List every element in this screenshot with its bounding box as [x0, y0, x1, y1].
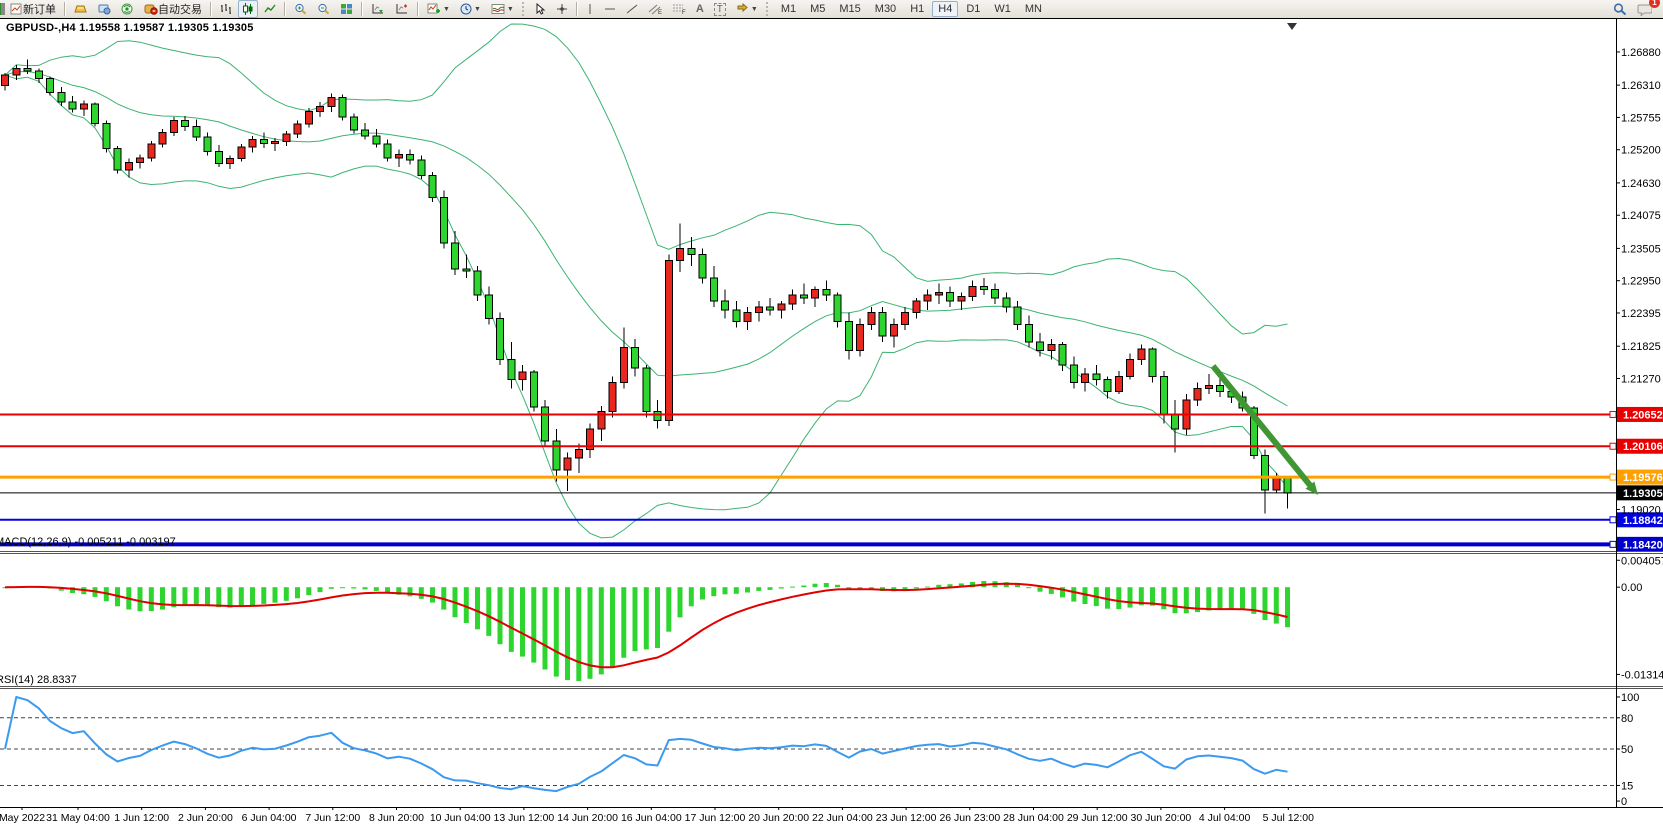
- price-chart-canvas[interactable]: 0.004057 0.00 -0.013143 100 80 50 15 0 1.20652 1.…: [0, 19, 1663, 826]
- market-data-icon[interactable]: [94, 0, 115, 18]
- trendline-icon[interactable]: [622, 0, 642, 18]
- svg-text:4 Jul 04:00: 4 Jul 04:00: [1199, 812, 1251, 824]
- chart-line-icon[interactable]: [260, 0, 280, 18]
- chart-candles-icon[interactable]: [238, 0, 258, 18]
- svg-text:50: 50: [1621, 744, 1633, 756]
- svg-text:1.22950: 1.22950: [1621, 276, 1661, 288]
- chevron-down-icon: ▼: [474, 6, 481, 13]
- autotrading-button[interactable]: 自动交易: [140, 0, 206, 18]
- svg-text:15: 15: [1621, 780, 1633, 792]
- timeframe-m1-button[interactable]: M1: [775, 1, 802, 17]
- chevron-down-icon: ▼: [751, 6, 758, 13]
- zoom-out-icon[interactable]: [313, 0, 334, 18]
- chevron-down-icon: ▼: [443, 6, 450, 13]
- notification-badge: 1: [1649, 0, 1660, 8]
- svg-text:1.19576: 1.19576: [1623, 472, 1663, 484]
- new-order-icon: [10, 3, 23, 15]
- timeframe-m5-button[interactable]: M5: [804, 1, 831, 17]
- zoom-in-icon[interactable]: [290, 0, 311, 18]
- chevron-down-icon: ▼: [507, 6, 514, 13]
- svg-text:14 Jun 20:00: 14 Jun 20:00: [557, 812, 618, 824]
- timeframe-m30-button[interactable]: M30: [869, 1, 902, 17]
- svg-text:5 Jul 12:00: 5 Jul 12:00: [1263, 812, 1315, 824]
- shapes-icon[interactable]: ▼: [732, 0, 762, 18]
- svg-text:F: F: [682, 10, 686, 15]
- svg-text:13 Jun 12:00: 13 Jun 12:00: [494, 812, 555, 824]
- text-label-icon[interactable]: T: [710, 0, 730, 18]
- templates-icon[interactable]: ▼: [487, 0, 518, 18]
- timeframe-d1-button[interactable]: D1: [960, 1, 986, 17]
- svg-text:29 Jun 12:00: 29 Jun 12:00: [1067, 812, 1128, 824]
- timeframe-mn-button[interactable]: MN: [1019, 1, 1048, 17]
- indicators-icon[interactable]: ▼: [423, 0, 454, 18]
- svg-text:1.22395: 1.22395: [1621, 308, 1661, 320]
- svg-text:1.18420: 1.18420: [1623, 539, 1663, 551]
- fibonacci-icon[interactable]: F: [668, 0, 690, 18]
- svg-text:28 Jun 04:00: 28 Jun 04:00: [1003, 812, 1064, 824]
- svg-text:1.23505: 1.23505: [1621, 243, 1661, 255]
- cursor-icon[interactable]: [531, 0, 550, 18]
- svg-text:2 Jun 20:00: 2 Jun 20:00: [178, 812, 233, 824]
- svg-text:1.19305: 1.19305: [1623, 488, 1663, 500]
- timeframe-w1-button[interactable]: W1: [988, 1, 1017, 17]
- svg-text:6 Jun 04:00: 6 Jun 04:00: [242, 812, 297, 824]
- svg-text:26 Jun 23:00: 26 Jun 23:00: [939, 812, 1000, 824]
- svg-text:1.20106: 1.20106: [1623, 441, 1663, 453]
- chart-window[interactable]: GBPUSD-,H4 1.19558 1.19587 1.19305 1.193…: [0, 18, 1663, 826]
- svg-text:E: E: [658, 10, 662, 15]
- svg-text:1.21270: 1.21270: [1621, 373, 1661, 385]
- signal-icon[interactable]: [117, 0, 138, 18]
- svg-text:23 Jun 12:00: 23 Jun 12:00: [876, 812, 937, 824]
- svg-text:0.004057: 0.004057: [1621, 555, 1663, 567]
- svg-text:1.20652: 1.20652: [1623, 409, 1663, 421]
- svg-text:1.25200: 1.25200: [1621, 145, 1661, 157]
- svg-text:1 Jun 12:00: 1 Jun 12:00: [114, 812, 169, 824]
- crosshair-icon[interactable]: [552, 0, 572, 18]
- svg-text:1.24630: 1.24630: [1621, 178, 1661, 190]
- svg-text:31 May 04:00: 31 May 04:00: [46, 812, 110, 824]
- svg-text:1.26310: 1.26310: [1621, 80, 1661, 92]
- svg-text:16 Jun 04:00: 16 Jun 04:00: [621, 812, 682, 824]
- svg-text:7 Jun 12:00: 7 Jun 12:00: [305, 812, 360, 824]
- svg-text:17 Jun 12:00: 17 Jun 12:00: [685, 812, 746, 824]
- svg-text:1.24075: 1.24075: [1621, 210, 1661, 222]
- svg-text:1.25755: 1.25755: [1621, 112, 1661, 124]
- svg-text:1.18842: 1.18842: [1623, 515, 1663, 527]
- vertical-line-icon[interactable]: [582, 0, 598, 18]
- svg-text:1.21825: 1.21825: [1621, 341, 1661, 353]
- periods-icon[interactable]: ▼: [456, 0, 485, 18]
- tile-windows-icon[interactable]: [336, 0, 357, 18]
- new-order-button[interactable]: 新订单: [6, 0, 60, 18]
- main-toolbar: 新订单 自动交易 ▼ ▼: [0, 0, 1663, 19]
- search-icon[interactable]: [1609, 0, 1631, 18]
- svg-text:22 Jun 04:00: 22 Jun 04:00: [812, 812, 873, 824]
- chart-bars-icon[interactable]: [216, 0, 236, 18]
- horizontal-line-icon[interactable]: [600, 0, 620, 18]
- svg-text:-0.013143: -0.013143: [1621, 669, 1663, 681]
- svg-text:0.00: 0.00: [1621, 582, 1642, 594]
- svg-text:10 Jun 04:00: 10 Jun 04:00: [430, 812, 491, 824]
- svg-text:1.19020: 1.19020: [1621, 504, 1661, 516]
- timeframe-h4-button[interactable]: H4: [932, 1, 958, 17]
- text-icon[interactable]: A: [692, 0, 708, 18]
- svg-text:100: 100: [1621, 692, 1639, 704]
- svg-text:1.26880: 1.26880: [1621, 47, 1661, 59]
- svg-text:0: 0: [1621, 796, 1627, 808]
- svg-text:30 Jun 20:00: 30 Jun 20:00: [1131, 812, 1192, 824]
- timeframe-m15-button[interactable]: M15: [833, 1, 866, 17]
- notifications-icon[interactable]: 1: [1633, 0, 1656, 18]
- new-chart-icon[interactable]: [0, 3, 5, 15]
- gold-ingot-icon[interactable]: [70, 0, 92, 18]
- chart-shift-icon[interactable]: [391, 0, 413, 18]
- svg-text:May 2022: May 2022: [0, 812, 45, 824]
- svg-text:80: 80: [1621, 713, 1633, 725]
- channel-icon[interactable]: E: [644, 0, 666, 18]
- timeframe-h1-button[interactable]: H1: [904, 1, 930, 17]
- svg-text:8 Jun 20:00: 8 Jun 20:00: [369, 812, 424, 824]
- svg-text:20 Jun 20:00: 20 Jun 20:00: [748, 812, 809, 824]
- autoscroll-icon[interactable]: [367, 0, 389, 18]
